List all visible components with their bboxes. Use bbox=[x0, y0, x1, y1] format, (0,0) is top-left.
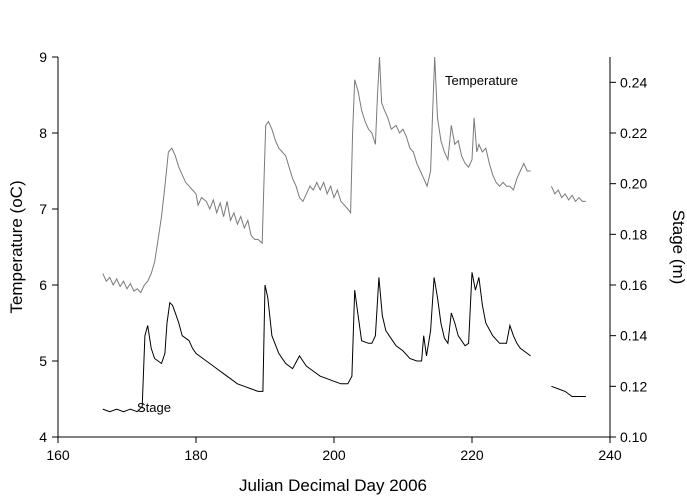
y-right-tick-label: 0.16 bbox=[620, 277, 647, 293]
x-tick-label: 160 bbox=[46, 447, 70, 463]
annotation-stage: Stage bbox=[137, 400, 171, 415]
y-right-axis-title: Stage (m) bbox=[669, 210, 687, 285]
plot-lines bbox=[102, 56, 586, 413]
y-left-tick-label: 5 bbox=[39, 353, 47, 369]
series-line-stage-1 bbox=[102, 272, 531, 413]
y-right-tick-label: 0.14 bbox=[620, 328, 647, 344]
y-left-axis-title: Temperature (oC) bbox=[7, 180, 26, 313]
y-left-tick-label: 6 bbox=[39, 277, 47, 293]
y-right-tick-label: 0.22 bbox=[620, 125, 647, 141]
x-tick-label: 180 bbox=[184, 447, 208, 463]
series-line-stage-2 bbox=[551, 385, 586, 397]
y-right-tick-label: 0.20 bbox=[620, 176, 647, 192]
annotation-temperature: Temperature bbox=[445, 73, 518, 88]
tick-labels: 160 180 200 220 240 4 5 6 7 8 9 0.10 0.12 0.14 0.16 0.1… bbox=[39, 49, 647, 463]
y-right-tick-label: 0.12 bbox=[620, 378, 647, 394]
y-left-tick-label: 4 bbox=[39, 429, 47, 445]
axes bbox=[52, 56, 616, 443]
y-right-tick-label: 0.18 bbox=[620, 226, 647, 242]
x-tick-label: 220 bbox=[460, 447, 484, 463]
y-left-tick-label: 9 bbox=[39, 49, 47, 65]
x-tick-label: 240 bbox=[598, 447, 622, 463]
y-right-tick-label: 0.10 bbox=[620, 429, 647, 445]
series-line-temperature-2 bbox=[550, 185, 586, 203]
y-right-tick-label: 0.24 bbox=[620, 74, 647, 90]
series-line-temperature-1 bbox=[102, 56, 531, 294]
x-tick-label: 200 bbox=[322, 447, 346, 463]
y-left-tick-label: 8 bbox=[39, 125, 47, 141]
x-axis-title: Julian Decimal Day 2006 bbox=[239, 476, 427, 495]
y-left-tick-label: 7 bbox=[39, 201, 47, 217]
